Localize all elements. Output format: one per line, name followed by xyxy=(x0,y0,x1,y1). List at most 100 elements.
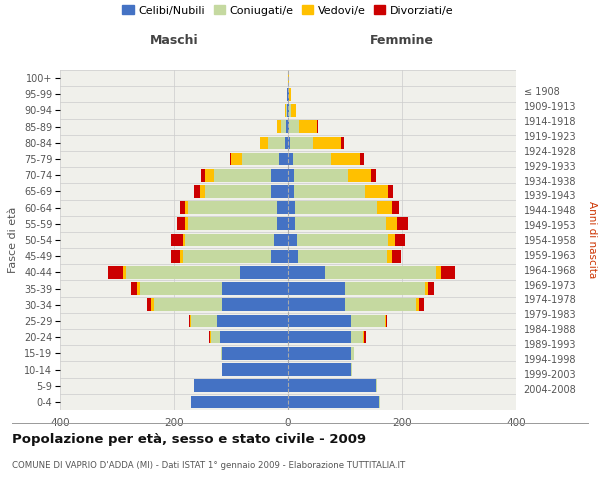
Bar xyxy=(194,380,288,392)
Bar xyxy=(230,152,231,166)
Bar xyxy=(137,282,140,295)
Bar xyxy=(376,380,377,392)
Bar xyxy=(288,282,345,295)
Bar xyxy=(288,202,295,214)
Bar xyxy=(277,202,288,214)
Bar xyxy=(294,169,348,181)
Bar xyxy=(377,202,392,214)
Bar xyxy=(386,218,397,230)
Bar xyxy=(288,185,294,198)
Bar xyxy=(210,331,211,344)
Bar xyxy=(188,202,277,214)
Bar xyxy=(180,250,182,262)
Bar xyxy=(441,266,455,278)
Bar xyxy=(345,298,416,311)
Bar xyxy=(397,218,408,230)
Bar xyxy=(331,152,360,166)
Bar xyxy=(288,314,350,328)
Text: COMUNE DI VAPRIO D'ADDA (MI) - Dati ISTAT 1° gennaio 2009 - Elaborazione TUTTITA: COMUNE DI VAPRIO D'ADDA (MI) - Dati ISTA… xyxy=(12,460,405,469)
Bar xyxy=(190,314,191,328)
Bar xyxy=(277,120,281,133)
Bar xyxy=(350,331,363,344)
Bar xyxy=(298,250,386,262)
Bar xyxy=(296,234,388,246)
Bar xyxy=(205,185,271,198)
Bar xyxy=(288,380,376,392)
Bar xyxy=(185,202,188,214)
Bar xyxy=(182,250,271,262)
Bar xyxy=(231,152,242,166)
Bar xyxy=(416,298,419,311)
Y-axis label: Fasce di età: Fasce di età xyxy=(8,207,19,273)
Legend: Celibi/Nubili, Coniugati/e, Vedovi/e, Divorziati/e: Celibi/Nubili, Coniugati/e, Vedovi/e, Di… xyxy=(118,1,458,20)
Bar xyxy=(271,185,288,198)
Bar xyxy=(290,136,313,149)
Bar xyxy=(288,363,350,376)
Bar xyxy=(289,88,291,101)
Bar xyxy=(125,266,239,278)
Bar xyxy=(288,104,289,117)
Bar xyxy=(436,266,441,278)
Bar xyxy=(289,104,292,117)
Text: Maschi: Maschi xyxy=(149,34,199,48)
Bar xyxy=(189,314,190,328)
Bar xyxy=(151,298,154,311)
Bar xyxy=(293,152,331,166)
Bar xyxy=(288,152,293,166)
Bar xyxy=(288,266,325,278)
Bar xyxy=(274,234,288,246)
Bar xyxy=(271,250,288,262)
Bar xyxy=(211,331,220,344)
Bar xyxy=(348,169,371,181)
Bar xyxy=(200,185,205,198)
Bar xyxy=(395,234,405,246)
Text: Popolazione per età, sesso e stato civile - 2009: Popolazione per età, sesso e stato civil… xyxy=(12,432,366,446)
Bar xyxy=(292,104,296,117)
Bar xyxy=(185,234,274,246)
Bar xyxy=(288,234,296,246)
Bar xyxy=(379,396,380,408)
Bar xyxy=(288,331,350,344)
Bar xyxy=(131,282,137,295)
Bar xyxy=(284,104,286,117)
Bar xyxy=(220,331,288,344)
Bar xyxy=(288,120,289,133)
Bar xyxy=(122,266,125,278)
Bar xyxy=(223,363,288,376)
Bar xyxy=(214,169,271,181)
Bar xyxy=(271,169,288,181)
Bar xyxy=(350,314,385,328)
Bar xyxy=(294,185,365,198)
Bar xyxy=(185,218,188,230)
Bar xyxy=(209,331,210,344)
Bar xyxy=(223,347,288,360)
Bar xyxy=(295,218,386,230)
Bar xyxy=(140,282,223,295)
Bar xyxy=(223,282,288,295)
Bar xyxy=(388,234,395,246)
Bar xyxy=(268,136,285,149)
Bar xyxy=(385,314,386,328)
Bar xyxy=(386,314,387,328)
Bar xyxy=(392,202,398,214)
Bar xyxy=(365,185,388,198)
Bar xyxy=(288,218,295,230)
Bar xyxy=(350,347,353,360)
Bar xyxy=(341,136,344,149)
Bar xyxy=(288,250,298,262)
Bar xyxy=(221,347,223,360)
Bar xyxy=(287,104,288,117)
Bar xyxy=(299,120,317,133)
Bar xyxy=(313,136,341,149)
Bar xyxy=(146,298,151,311)
Bar xyxy=(388,185,394,198)
Bar xyxy=(188,218,277,230)
Bar xyxy=(325,266,436,278)
Bar xyxy=(286,120,288,133)
Bar xyxy=(345,282,425,295)
Text: Anni di nascita: Anni di nascita xyxy=(587,202,597,278)
Bar xyxy=(285,136,288,149)
Bar xyxy=(171,234,182,246)
Bar xyxy=(223,298,288,311)
Bar xyxy=(286,104,287,117)
